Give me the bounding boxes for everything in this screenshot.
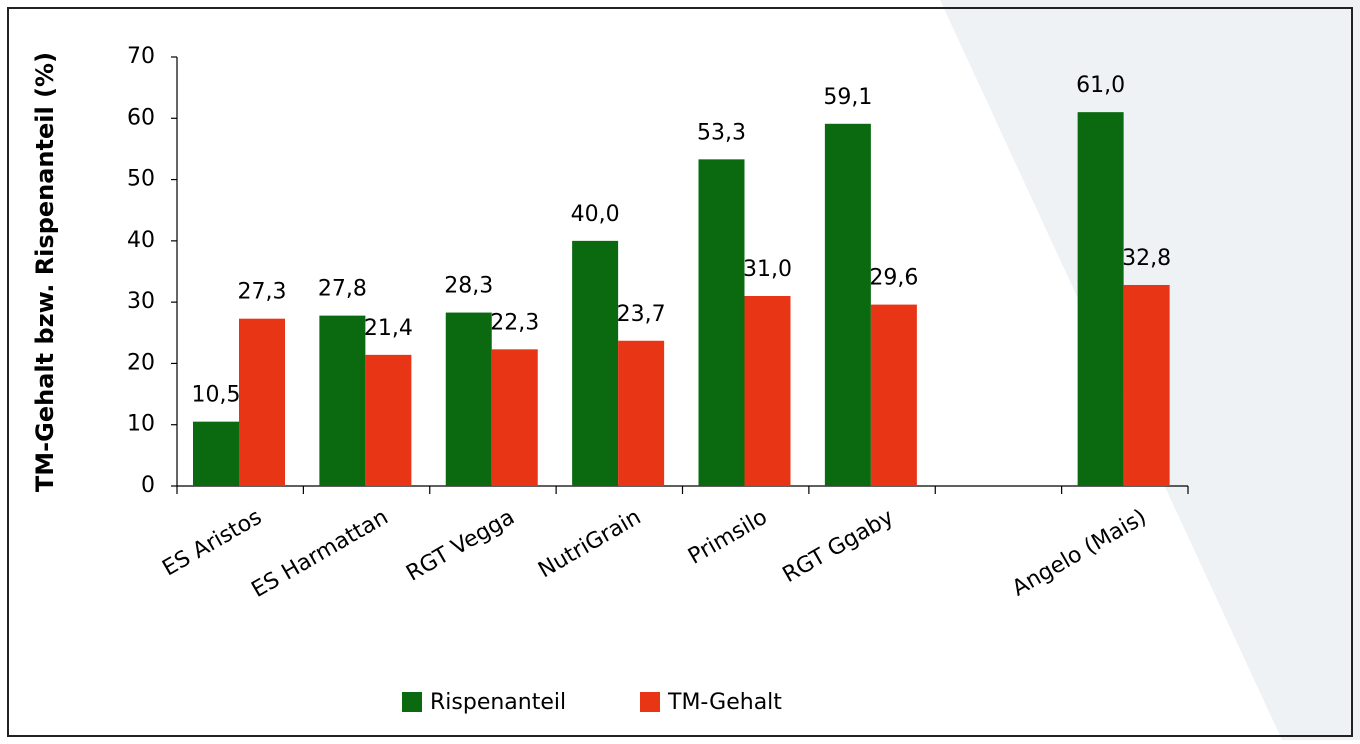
value-label: 23,7 xyxy=(617,302,666,327)
value-label: 53,3 xyxy=(697,120,746,145)
bar xyxy=(193,421,239,486)
x-tick-label: ES Aristos xyxy=(158,505,266,582)
bar xyxy=(824,123,871,487)
bar xyxy=(698,159,745,486)
value-label: 59,1 xyxy=(823,85,872,110)
bar xyxy=(1077,112,1124,487)
bar xyxy=(744,296,791,486)
y-axis-label: TM-Gehalt bzw. Rispenanteil (%) xyxy=(31,52,59,492)
value-label: 31,0 xyxy=(743,257,792,282)
y-tick-label: 50 xyxy=(127,167,155,192)
value-label: 10,5 xyxy=(192,383,241,408)
y-tick-label: 40 xyxy=(127,228,155,253)
bar xyxy=(239,318,285,486)
legend-label: Rispenanteil xyxy=(430,690,566,715)
value-label: 40,0 xyxy=(571,202,620,227)
x-tick-label: RGT Ggaby xyxy=(779,505,898,588)
bar xyxy=(491,349,538,486)
value-label: 61,0 xyxy=(1076,73,1125,98)
y-tick-label: 0 xyxy=(141,473,155,498)
bar xyxy=(870,304,917,486)
y-tick-label: 10 xyxy=(127,412,155,437)
legend-swatch xyxy=(640,692,660,712)
y-tick-label: 60 xyxy=(127,105,155,130)
bar xyxy=(618,340,665,486)
x-tick-label: Primsilo xyxy=(684,505,772,570)
value-label: 27,8 xyxy=(318,277,367,302)
value-label: 21,4 xyxy=(364,316,413,341)
y-tick-label: 70 xyxy=(127,44,155,69)
bar xyxy=(572,240,619,486)
bar xyxy=(319,315,366,486)
value-label: 22,3 xyxy=(490,310,539,335)
value-label: 27,3 xyxy=(238,280,287,305)
x-tick-label: Angelo (Mais) xyxy=(1008,505,1151,602)
bar xyxy=(445,312,492,486)
value-label: 28,3 xyxy=(444,274,493,299)
x-tick-label: ES Harmattan xyxy=(247,505,392,603)
y-tick-label: 20 xyxy=(127,350,155,375)
legend-label: TM-Gehalt xyxy=(667,690,782,715)
x-tick-label: RGT Vegga xyxy=(402,505,519,587)
bar xyxy=(1123,284,1170,486)
frame xyxy=(7,7,1353,737)
value-label: 29,6 xyxy=(869,266,918,291)
value-label: 32,8 xyxy=(1122,246,1171,271)
y-tick-label: 30 xyxy=(127,289,155,314)
legend-swatch xyxy=(402,692,422,712)
x-tick-label: NutriGrain xyxy=(534,505,645,584)
bar xyxy=(365,354,412,486)
